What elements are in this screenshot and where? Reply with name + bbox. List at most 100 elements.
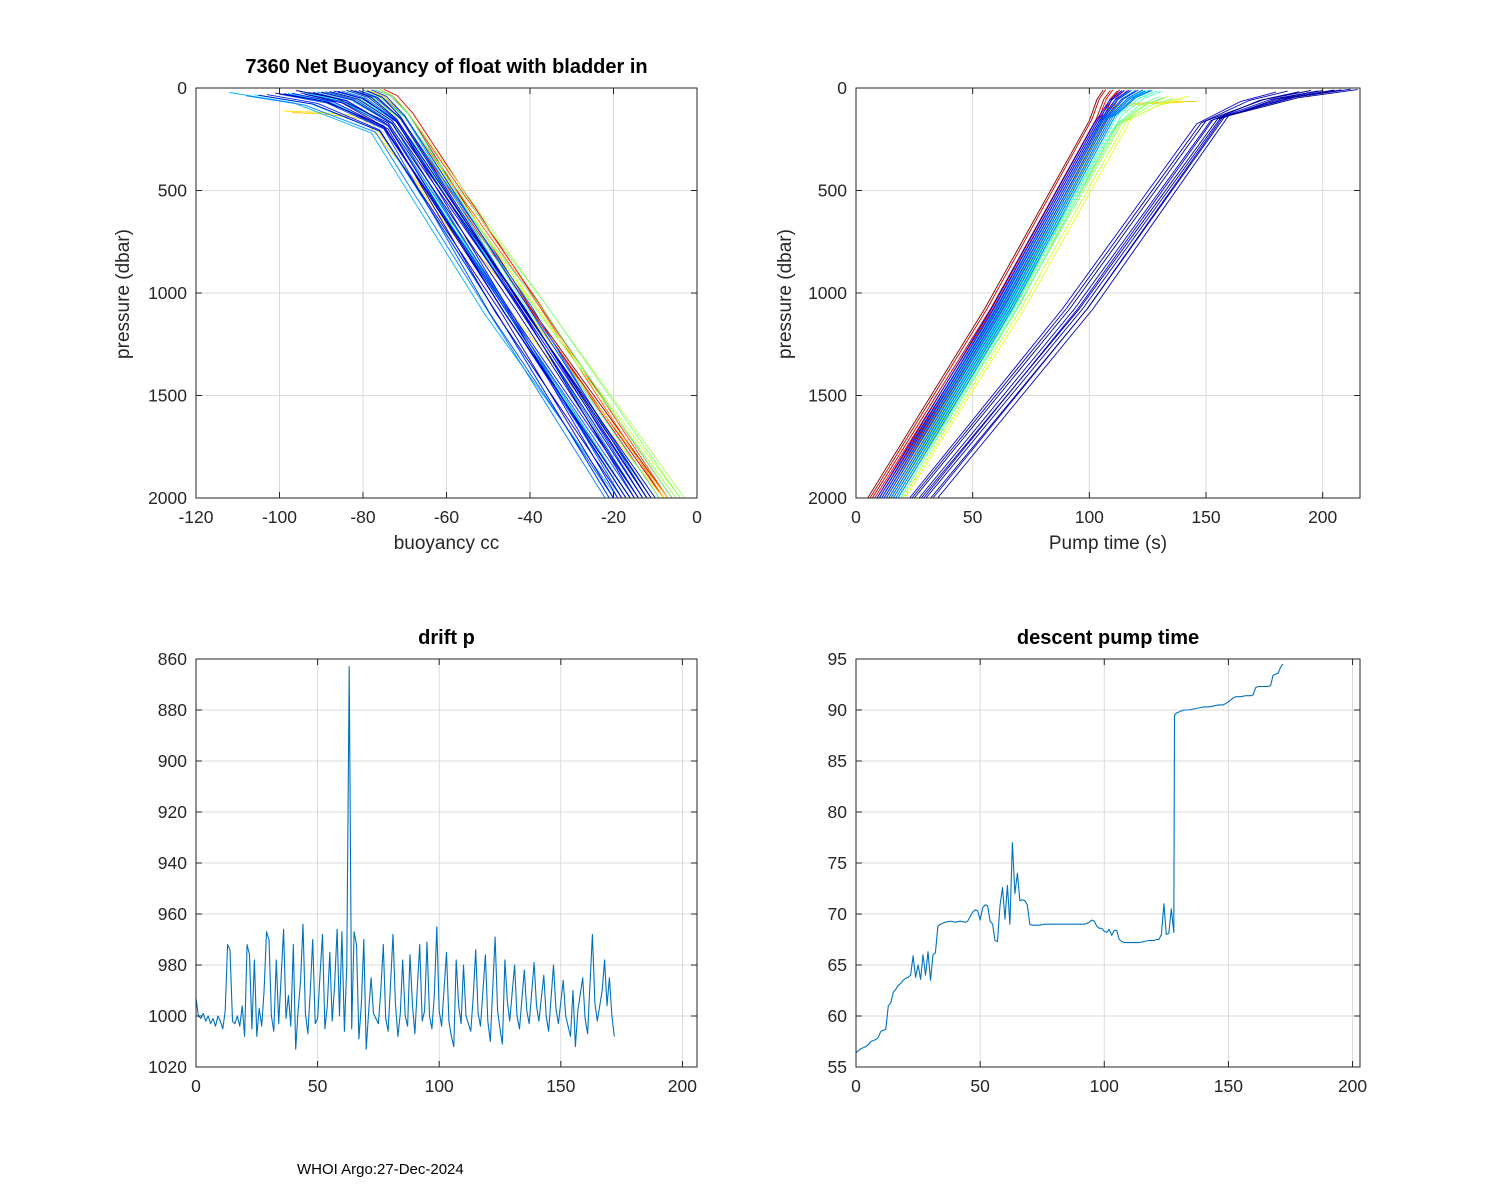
y-tick-label: 70 <box>828 904 848 924</box>
profile-line <box>885 90 1137 499</box>
profile-line <box>296 90 639 499</box>
grid-lines <box>196 88 697 498</box>
x-tick-label: -80 <box>350 507 376 527</box>
y-tick-label: 65 <box>828 955 847 975</box>
profile-line <box>930 89 1358 499</box>
profile-line <box>333 90 639 499</box>
x-tick-label: 200 <box>1308 507 1337 527</box>
series-group <box>867 88 1358 499</box>
profile-line <box>229 92 619 499</box>
profile-line <box>913 90 1312 499</box>
profile-line <box>337 90 644 499</box>
x-tick-label: 0 <box>851 1076 861 1096</box>
series-group <box>855 663 1284 1054</box>
profile-line <box>283 93 627 499</box>
descent-pump-time-series <box>855 663 1284 1054</box>
profile-line <box>379 89 685 499</box>
y-tick-label: 55 <box>828 1057 847 1077</box>
profile-line <box>358 89 681 499</box>
profile-line <box>266 94 610 499</box>
profile-line <box>876 90 1123 499</box>
profile-line <box>279 93 614 499</box>
profile-line <box>890 89 1144 499</box>
x-tick-label: 100 <box>1090 1076 1119 1096</box>
ylabel-pressure-right: pressure (dbar) <box>775 229 796 359</box>
x-tick-label: 50 <box>970 1076 990 1096</box>
y-tick-label: 1500 <box>808 386 847 406</box>
profile-line <box>350 89 652 499</box>
y-tick-label: 500 <box>158 181 187 201</box>
profile-line <box>897 89 1153 499</box>
y-tick-label: 980 <box>158 955 187 975</box>
x-tick-label: 150 <box>1214 1076 1243 1096</box>
x-tick-label: 150 <box>546 1076 575 1096</box>
profile-line <box>341 90 639 499</box>
y-tick-label: 90 <box>828 700 848 720</box>
y-tick-label: 85 <box>828 751 847 771</box>
y-tick-label: 2000 <box>808 488 847 508</box>
xlabel-buoyancy-cc: buoyancy cc <box>393 533 500 554</box>
y-tick-label: 0 <box>837 78 847 98</box>
y-tick-label: 500 <box>818 181 847 201</box>
profile-line <box>883 90 1132 499</box>
profile-line <box>892 90 1146 499</box>
axis-ticks: 0 50 100 150 200 55 60 65 70 75 80 85 90 95 <box>828 649 1368 1096</box>
y-tick-label: 80 <box>828 802 848 822</box>
series-group <box>229 88 685 499</box>
x-tick-label: -40 <box>517 507 543 527</box>
x-tick-label: 0 <box>191 1076 201 1096</box>
x-tick-label: -60 <box>434 507 460 527</box>
figure-footer-text: WHOI Argo:27-Dec-2024 <box>297 1161 464 1178</box>
series-group <box>195 666 615 1050</box>
y-tick-label: 900 <box>158 751 187 771</box>
profile-line <box>881 89 1130 499</box>
y-tick-label: 1000 <box>148 1006 187 1026</box>
profile-line <box>308 91 623 499</box>
profile-line <box>300 92 627 499</box>
y-tick-label: 0 <box>177 78 187 98</box>
drift-p-series <box>195 666 615 1050</box>
profile-line <box>367 90 656 499</box>
profile-line <box>897 97 1174 499</box>
profile-line <box>321 91 631 499</box>
y-tick-label: 1000 <box>808 283 847 303</box>
x-tick-label: 50 <box>963 507 983 527</box>
y-tick-label: 960 <box>158 904 187 924</box>
x-tick-label: 200 <box>1338 1076 1367 1096</box>
grid-lines <box>856 659 1360 1067</box>
profile-line <box>911 90 1288 499</box>
xlabel-pump-time: Pump time (s) <box>1048 533 1168 554</box>
x-tick-label: 0 <box>851 507 861 527</box>
profile-line <box>325 91 635 499</box>
plot-title-net-buoyancy: 7360 Net Buoyancy of float with bladder … <box>245 56 648 78</box>
profile-line <box>895 90 1151 499</box>
x-tick-label: 100 <box>425 1076 454 1096</box>
profile-line <box>909 91 1277 499</box>
y-tick-label: 1020 <box>148 1057 187 1077</box>
profile-line <box>902 98 1183 499</box>
x-tick-label: 50 <box>308 1076 328 1096</box>
subplot-net_buoyancy: -120 -100 -80 -60 -40 -20 0 0 500 1000 1500 2000 <box>148 78 702 527</box>
x-tick-label: 100 <box>1075 507 1104 527</box>
x-tick-label: 0 <box>692 507 702 527</box>
profile-line <box>869 89 1107 499</box>
x-tick-label: -20 <box>601 507 627 527</box>
profile-line <box>329 91 648 499</box>
ylabel-pressure-left: pressure (dbar) <box>113 229 134 359</box>
profile-line <box>871 90 1111 499</box>
profile-line <box>346 89 644 499</box>
profile-line <box>258 94 614 499</box>
subplot-drift_p: 0 50 100 150 200 860 880 900 920 940 960 980 1000 102… <box>148 649 698 1096</box>
subplot-descent_pump_time: 0 50 100 150 200 55 60 65 70 75 80 85 90 95 <box>828 649 1368 1096</box>
profile-line <box>275 92 631 499</box>
profile-line <box>304 92 627 499</box>
x-tick-label: 200 <box>668 1076 697 1096</box>
y-tick-label: 60 <box>828 1006 848 1026</box>
profile-line <box>878 90 1130 499</box>
y-tick-label: 920 <box>158 802 187 822</box>
y-tick-label: 1000 <box>148 283 187 303</box>
